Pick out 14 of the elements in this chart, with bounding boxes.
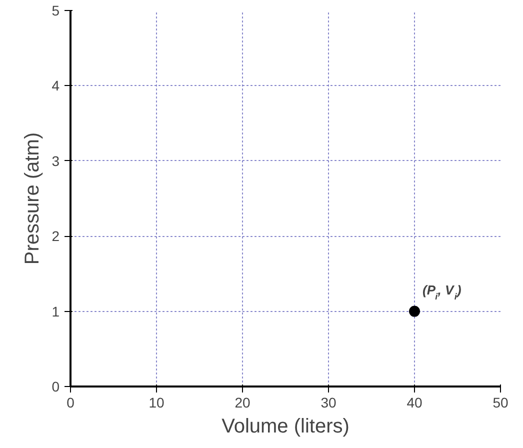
y-axis-title: Pressure (atm): [22, 132, 44, 265]
y-tick-label: 2: [52, 228, 60, 244]
x-tick-label: 50: [492, 394, 508, 410]
y-tick-label: 3: [52, 152, 60, 169]
y-tick-label: 5: [52, 2, 60, 18]
y-tick-label: 1: [52, 303, 60, 320]
x-tick-label: 20: [234, 394, 250, 410]
y-tick-label: 4: [52, 78, 60, 94]
x-tick-label: 10: [148, 394, 164, 410]
x-tick-label: 0: [66, 394, 75, 410]
x-tick-label: 30: [320, 394, 336, 410]
x-tick-label: 40: [406, 394, 422, 410]
x-axis-title: Volume (liters): [222, 416, 350, 438]
y-tick-label: 0: [52, 378, 60, 394]
